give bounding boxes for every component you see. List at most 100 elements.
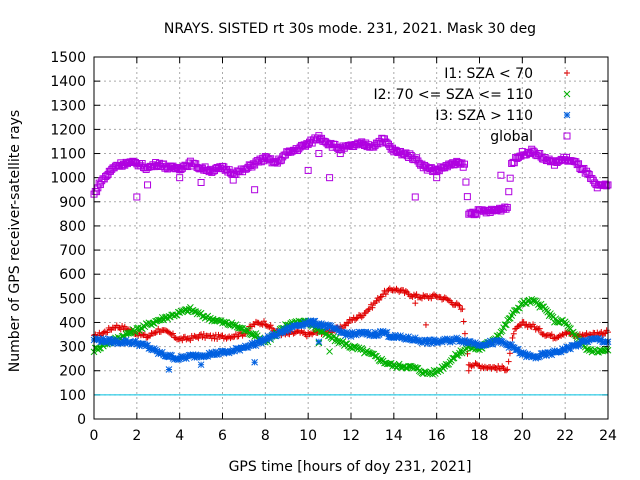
series-i1-point <box>432 292 439 299</box>
series-i2-point-stroke <box>535 301 542 308</box>
series-i2-point-stroke <box>192 308 200 315</box>
series-i1-point <box>175 336 182 343</box>
y-tick-label: 900 <box>59 195 86 211</box>
series-i2-point-stroke <box>552 315 560 323</box>
series-i3-outlier <box>315 338 323 346</box>
series-i1-point <box>373 298 380 305</box>
series-i2-point-stroke <box>430 366 438 374</box>
series-i3-point-stroke <box>454 335 462 343</box>
series-i1-point <box>504 366 511 373</box>
series-i3-point-stroke <box>514 345 522 353</box>
series-i2-point-stroke <box>221 319 229 326</box>
series-i2-point-stroke <box>209 315 217 323</box>
series-i1-point <box>460 318 467 325</box>
series-i2-point-stroke <box>381 359 388 367</box>
series-global-point <box>462 178 470 186</box>
series-i2-point <box>516 304 524 312</box>
x-tick-label: 20 <box>513 428 531 444</box>
chart-title: NRAYS. SISTED rt 30s mode. 231, 2021. Ma… <box>164 21 536 37</box>
series-i1-point <box>390 286 397 293</box>
series-i2-point-stroke <box>228 319 236 327</box>
series-i2-point <box>96 344 103 352</box>
series-i1-point <box>382 291 389 298</box>
series-i1-point <box>594 329 601 336</box>
series-i2-point-stroke <box>161 314 169 321</box>
series-i3-point-stroke <box>595 334 602 342</box>
series-i1-point <box>161 327 168 334</box>
series-i2-point-stroke <box>544 308 552 316</box>
y-tick-label: 300 <box>59 340 86 356</box>
series-i3-point-stroke <box>397 332 404 339</box>
series-i2-point-stroke <box>367 350 375 357</box>
series-i1-outlier <box>422 321 429 328</box>
series-i1-point <box>360 312 367 319</box>
series-i1-point <box>536 325 543 332</box>
series-i2-point-stroke <box>510 307 518 314</box>
series-i2-point-stroke <box>567 325 574 333</box>
series-i2-point <box>350 343 358 351</box>
series-i3-point-stroke <box>100 335 107 342</box>
series-i1-point <box>145 333 152 340</box>
series-i2-point-stroke <box>406 362 414 370</box>
x-tick-label: 6 <box>218 428 227 444</box>
series-i1-point <box>210 332 217 339</box>
series-i1-point <box>195 335 202 342</box>
series-i1-point <box>532 326 539 333</box>
x-tick-label: 16 <box>428 428 446 444</box>
series-i1-point <box>510 330 517 337</box>
y-tick-label: 200 <box>59 364 86 380</box>
series-i1-point <box>400 287 407 294</box>
series-i1-point <box>199 334 206 341</box>
series-i2-point-stroke <box>183 306 190 313</box>
x-tick-label: 10 <box>299 428 317 444</box>
series-i1-point <box>101 328 108 335</box>
series-i1-point <box>263 322 270 329</box>
series-i1-point <box>152 329 159 336</box>
y-tick-label: 700 <box>59 243 86 259</box>
series-i2-point-stroke <box>553 318 561 326</box>
series-i2-point <box>501 321 509 328</box>
series-i1-point <box>183 336 190 343</box>
series-i1-point <box>523 321 530 328</box>
series-i2-point-stroke <box>350 343 358 351</box>
series-i3-point-stroke <box>573 340 581 347</box>
series-i1-point <box>583 330 590 337</box>
series-i2-point-stroke <box>502 321 510 329</box>
series-i1-point <box>503 367 510 374</box>
series-i2-point-stroke <box>569 328 577 336</box>
series-i2-point-stroke <box>365 349 372 356</box>
x-tick-label: 0 <box>90 428 99 444</box>
y-axis-label: Number of GPS receiver-satellite rays <box>7 110 23 372</box>
series-i1-point <box>149 330 156 337</box>
series-i1-point <box>219 332 226 339</box>
series-i1-point <box>104 329 111 336</box>
x-tick-label: 4 <box>175 428 184 444</box>
series-i1-point <box>216 334 223 341</box>
series-i2-point-stroke <box>414 364 422 372</box>
y-tick-label: 1100 <box>50 147 86 163</box>
series-i3-outlier-stroke <box>165 366 173 373</box>
y-tick-label: 1400 <box>50 74 86 90</box>
series-i2-point-stroke <box>212 317 220 324</box>
series-i2-point-stroke <box>516 304 524 312</box>
series-i2-point-stroke <box>529 297 537 305</box>
series-i2-point-stroke <box>547 310 554 317</box>
series-i2-point <box>212 317 220 324</box>
series-i1-point <box>155 325 162 332</box>
series-i3-point-stroke <box>168 352 175 359</box>
series-i2-point <box>502 321 510 329</box>
series-i2-point <box>247 331 254 338</box>
series-i2-outlier-stroke <box>326 348 333 355</box>
series-i3-outlier-stroke <box>315 338 323 346</box>
series-i1-point <box>518 321 525 328</box>
series-i2-point-stroke <box>224 320 232 328</box>
series-i1-point <box>260 318 267 325</box>
series-i1-point <box>456 302 463 309</box>
series-i1-point <box>179 337 186 344</box>
series-i3-outlier <box>251 358 258 366</box>
series-i2-point-stroke <box>249 330 257 338</box>
series-i1-outlier <box>465 367 472 374</box>
series-i2-point-stroke <box>379 357 387 365</box>
series-i2-point-stroke <box>236 324 244 332</box>
series-global-point <box>463 193 471 201</box>
